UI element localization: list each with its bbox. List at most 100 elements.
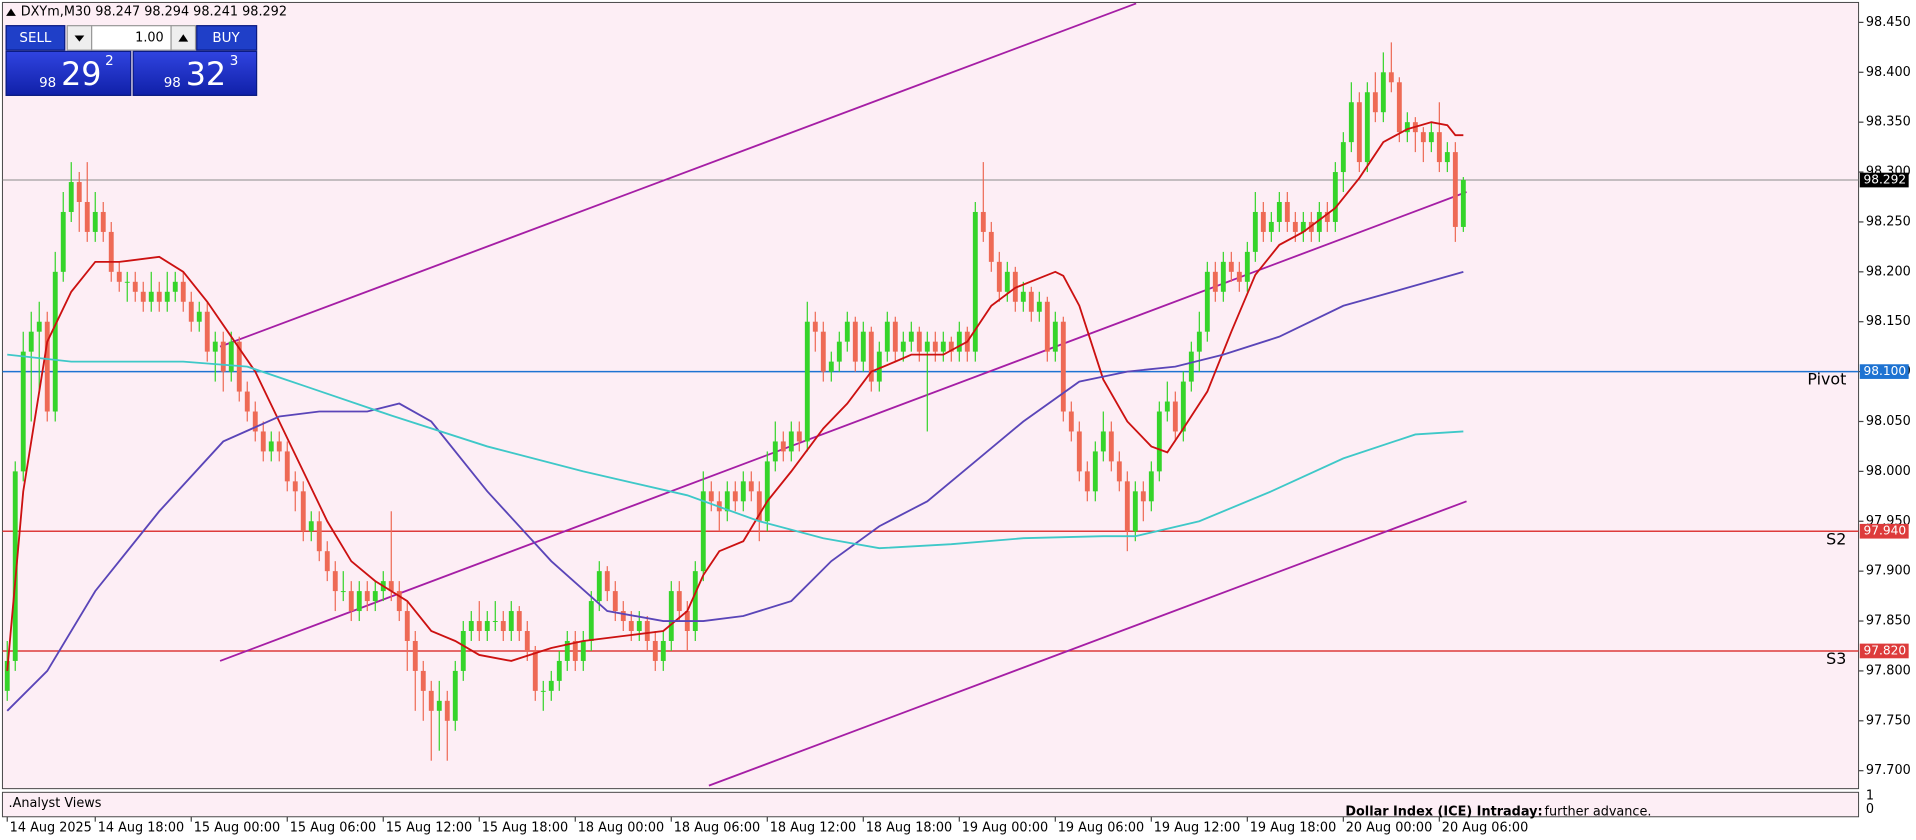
candle-body	[652, 640, 658, 661]
candle-body	[804, 321, 810, 442]
candle-body	[116, 271, 122, 282]
bid-main: 29	[61, 57, 101, 93]
candle-body	[492, 621, 498, 623]
candle-body	[156, 291, 162, 302]
candle-body	[524, 631, 530, 651]
collapse-icon[interactable]	[6, 8, 16, 16]
candle-body	[1252, 211, 1258, 252]
x-tick-label: 15 Aug 00:00	[194, 820, 280, 835]
candle-body	[1060, 321, 1066, 412]
ask-pip: 3	[230, 54, 239, 69]
candle-body	[516, 611, 522, 632]
level-price-box	[1859, 643, 1909, 659]
candle-body	[828, 361, 834, 372]
y-tick-label: 97.800	[1866, 663, 1911, 678]
candle-body	[1052, 321, 1058, 352]
up-arrow	[178, 34, 189, 42]
candle-body	[788, 431, 794, 452]
level-name: Pivot	[1807, 370, 1846, 389]
y-tick-label: 98.050	[1866, 414, 1911, 429]
candle-body	[724, 491, 730, 512]
candle-body	[644, 621, 650, 641]
candle-body	[1076, 431, 1082, 472]
candle-body	[332, 571, 338, 592]
candle-body	[748, 481, 754, 492]
note-text: further advance.	[1545, 804, 1652, 819]
candle-body	[68, 182, 74, 212]
candle-body	[1428, 132, 1434, 143]
indicator-pane	[1, 791, 1860, 818]
candle-body	[348, 591, 354, 612]
candle-body	[12, 471, 18, 661]
candle-body	[460, 631, 466, 671]
candle-body	[108, 231, 114, 272]
x-tick-label: 15 Aug 18:00	[482, 820, 568, 835]
candle-body	[1348, 102, 1354, 143]
candle-body	[668, 591, 674, 641]
candle-body	[20, 351, 26, 472]
candle-body	[1236, 271, 1242, 282]
trend-line	[708, 500, 1467, 787]
candle-body	[988, 231, 994, 262]
candle-body	[1316, 211, 1322, 232]
ask-box[interactable]	[132, 50, 258, 96]
candle-body	[692, 571, 698, 632]
candle-body	[204, 311, 210, 352]
candle-body	[580, 640, 586, 661]
candle-body	[428, 690, 434, 711]
y-tick-label: 98.350	[1866, 115, 1911, 130]
level-price-label: 97.940	[1863, 524, 1906, 538]
candle-body	[244, 391, 250, 412]
candle-body	[1300, 221, 1306, 232]
candle-body	[284, 451, 290, 482]
bid-box[interactable]	[5, 50, 132, 96]
candle-body	[404, 611, 410, 641]
y-tick-label: 98.200	[1866, 264, 1911, 279]
candle-body	[36, 321, 42, 332]
candle-body	[732, 491, 738, 502]
buy-button[interactable]	[196, 25, 258, 51]
candle-body	[484, 621, 490, 632]
candle-body	[1172, 401, 1178, 432]
candle-body	[1212, 271, 1218, 292]
candle-body	[764, 461, 770, 522]
sell-button[interactable]	[5, 25, 66, 51]
candle-body	[124, 281, 130, 283]
candle-body	[1396, 82, 1402, 133]
level-name: S2	[1826, 529, 1846, 548]
axes: 97.70097.75097.80097.85097.90097.95098.0…	[6, 15, 1911, 835]
y-tick-label: 98.450	[1866, 15, 1911, 30]
candle-body	[188, 301, 194, 322]
candle-body	[1124, 481, 1130, 532]
candle-body	[628, 621, 634, 632]
note-title: Dollar Index (ICE) Intraday:	[1345, 804, 1542, 819]
x-tick-label: 18 Aug 12:00	[770, 820, 856, 835]
candle-body	[172, 281, 178, 292]
ask-main: 32	[186, 57, 226, 93]
candle-body	[28, 331, 34, 352]
candle-body	[820, 331, 826, 372]
candle-body	[452, 670, 458, 721]
candle-body	[908, 331, 914, 342]
level-price-label: 97.820	[1863, 643, 1906, 657]
candle-body	[1108, 431, 1114, 462]
volume-input[interactable]	[91, 25, 172, 51]
candle-body	[1268, 221, 1274, 232]
candle-body	[796, 431, 802, 442]
candle-body	[220, 341, 226, 372]
trend-line	[219, 2, 1137, 348]
candle-body	[676, 591, 682, 612]
candle-body	[844, 321, 850, 342]
candle-body	[340, 591, 346, 593]
candle-body	[228, 341, 234, 372]
candle-body	[884, 321, 890, 352]
pane-tick-label: 0	[1866, 802, 1874, 817]
x-tick-label: 20 Aug 06:00	[1442, 820, 1528, 835]
candle-body	[1436, 132, 1442, 163]
candle-body	[612, 591, 618, 612]
candle-body	[1420, 132, 1426, 143]
candle-body	[1044, 301, 1050, 352]
volume-value: 1.00	[135, 30, 164, 45]
candle-body	[1036, 301, 1042, 312]
